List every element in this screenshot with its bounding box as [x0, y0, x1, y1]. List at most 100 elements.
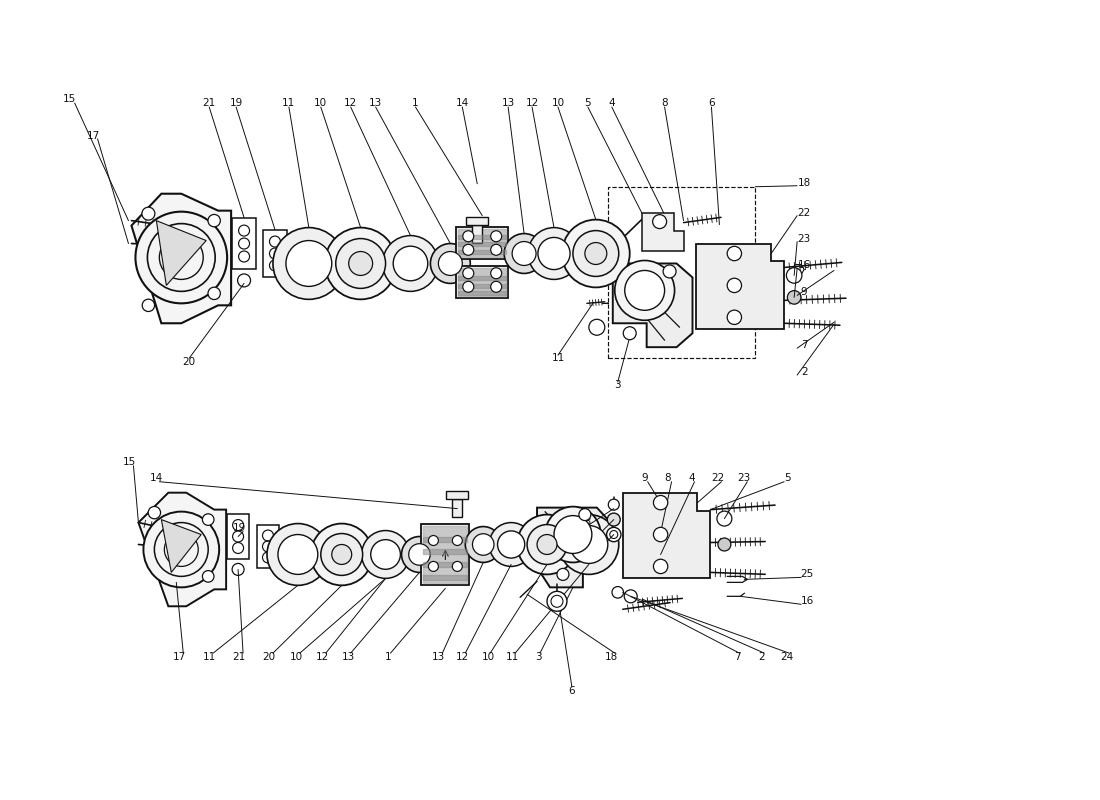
Text: 9: 9 — [641, 473, 648, 482]
Text: 1: 1 — [385, 652, 392, 662]
Polygon shape — [424, 550, 468, 554]
Text: 15: 15 — [63, 94, 76, 104]
Circle shape — [202, 514, 215, 526]
Circle shape — [147, 224, 216, 291]
Circle shape — [154, 522, 208, 576]
Circle shape — [371, 540, 400, 570]
Bar — [456, 227, 508, 259]
Circle shape — [142, 207, 155, 220]
Text: 27: 27 — [579, 537, 592, 546]
Circle shape — [362, 530, 409, 578]
Circle shape — [788, 290, 801, 304]
Circle shape — [588, 319, 605, 335]
Text: 22: 22 — [798, 208, 811, 218]
Circle shape — [336, 238, 386, 288]
Text: 12: 12 — [344, 98, 358, 108]
Circle shape — [538, 238, 570, 270]
Circle shape — [321, 534, 363, 575]
Circle shape — [551, 595, 563, 607]
Circle shape — [402, 537, 438, 572]
Circle shape — [383, 235, 439, 291]
Circle shape — [528, 228, 580, 279]
Text: 13: 13 — [502, 98, 515, 108]
Bar — [452, 498, 462, 517]
Text: 5: 5 — [784, 473, 791, 482]
Text: 17: 17 — [87, 131, 100, 141]
Circle shape — [164, 533, 198, 566]
Polygon shape — [623, 493, 711, 578]
Circle shape — [625, 270, 664, 310]
Text: 10: 10 — [289, 652, 302, 662]
Circle shape — [585, 242, 607, 265]
Text: 11: 11 — [551, 353, 564, 363]
Circle shape — [463, 244, 474, 255]
Circle shape — [202, 570, 215, 582]
Bar — [608, 186, 756, 358]
Circle shape — [490, 522, 534, 566]
Circle shape — [562, 220, 629, 287]
Polygon shape — [459, 284, 506, 288]
Circle shape — [267, 523, 329, 586]
Polygon shape — [459, 268, 506, 297]
Polygon shape — [424, 526, 468, 583]
Circle shape — [430, 243, 471, 283]
Polygon shape — [641, 213, 683, 250]
Text: 10: 10 — [551, 98, 564, 108]
Circle shape — [573, 230, 619, 277]
Text: 12: 12 — [316, 652, 329, 662]
Polygon shape — [156, 221, 206, 286]
Text: 20: 20 — [263, 652, 275, 662]
Circle shape — [624, 590, 637, 602]
Circle shape — [612, 586, 624, 598]
Polygon shape — [613, 263, 693, 347]
Circle shape — [559, 514, 619, 574]
Circle shape — [653, 559, 668, 574]
Text: 21: 21 — [232, 652, 245, 662]
Text: 12: 12 — [455, 652, 469, 662]
Text: 10: 10 — [482, 652, 495, 662]
Circle shape — [332, 545, 352, 565]
Text: 4: 4 — [608, 98, 615, 108]
Polygon shape — [459, 276, 506, 280]
Circle shape — [718, 538, 730, 551]
Circle shape — [208, 214, 220, 227]
Text: 15: 15 — [123, 457, 136, 466]
Text: 22: 22 — [711, 473, 724, 482]
Circle shape — [579, 509, 591, 521]
Text: 7: 7 — [734, 652, 740, 662]
Circle shape — [491, 244, 502, 255]
Text: 16: 16 — [798, 261, 811, 270]
Text: 2: 2 — [758, 652, 764, 662]
Polygon shape — [139, 493, 227, 606]
Circle shape — [497, 531, 525, 558]
Circle shape — [238, 274, 251, 287]
Circle shape — [663, 265, 676, 278]
Bar — [456, 266, 508, 298]
Text: 14: 14 — [455, 98, 469, 108]
Circle shape — [547, 591, 567, 611]
Text: 11: 11 — [506, 652, 519, 662]
Text: 26: 26 — [579, 553, 592, 562]
Polygon shape — [132, 194, 231, 323]
Circle shape — [349, 251, 373, 275]
Text: 8: 8 — [661, 98, 668, 108]
Circle shape — [727, 246, 741, 261]
Circle shape — [557, 569, 569, 580]
Circle shape — [544, 506, 601, 562]
Circle shape — [609, 530, 618, 538]
Text: 21: 21 — [202, 98, 216, 108]
Circle shape — [615, 261, 674, 320]
Polygon shape — [459, 242, 506, 246]
Circle shape — [513, 242, 536, 266]
Circle shape — [160, 235, 204, 279]
Text: 25: 25 — [801, 570, 814, 579]
Text: 18: 18 — [798, 178, 811, 188]
Polygon shape — [459, 229, 506, 258]
Circle shape — [439, 251, 462, 275]
Circle shape — [273, 228, 344, 299]
Text: 28: 28 — [579, 517, 592, 526]
Circle shape — [452, 562, 462, 571]
Text: 14: 14 — [150, 473, 163, 482]
Text: 13: 13 — [368, 98, 382, 108]
Circle shape — [491, 230, 502, 242]
